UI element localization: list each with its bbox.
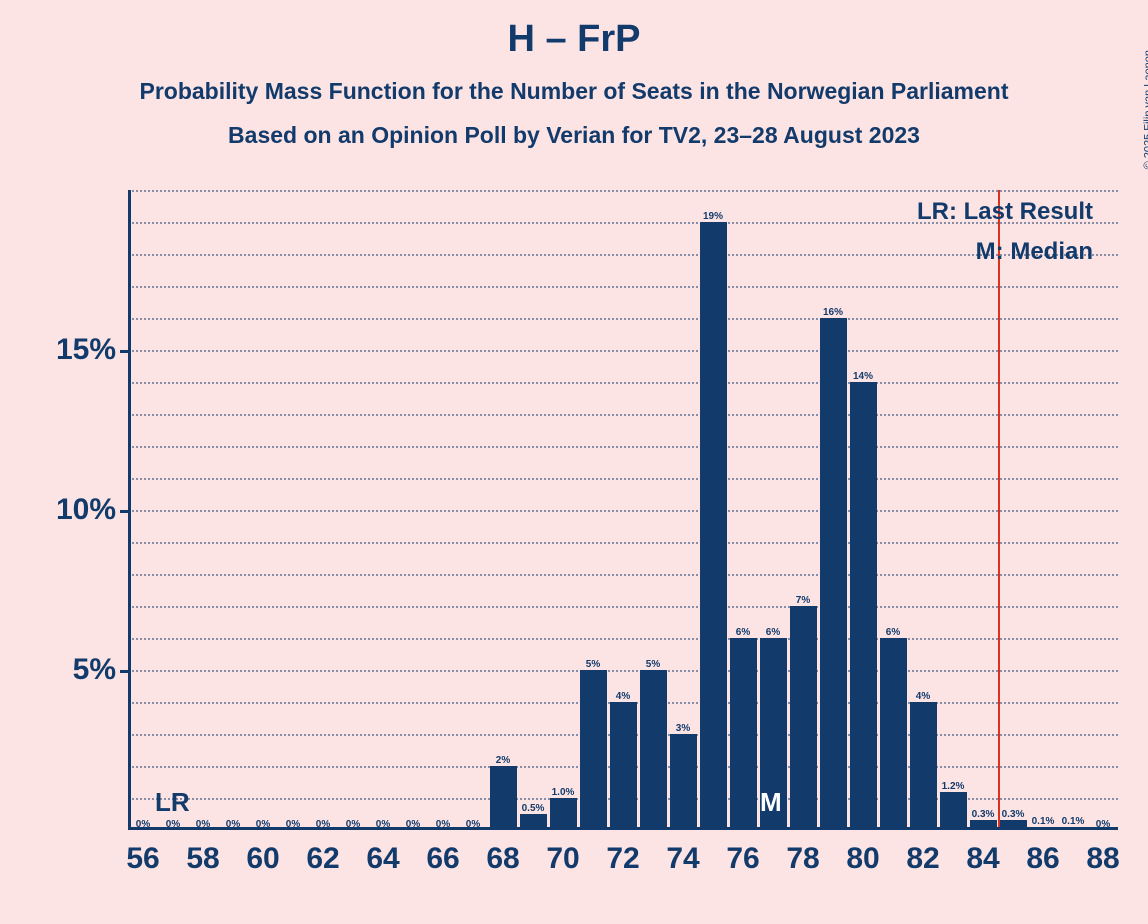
bar-value-label: 5%: [586, 659, 600, 670]
x-tick-label: 80: [846, 830, 879, 876]
bar-value-label: 14%: [853, 371, 873, 382]
bar-value-label: 6%: [766, 627, 780, 638]
bar: 7%: [790, 606, 817, 830]
median-marker: M: [760, 787, 782, 818]
bar-value-label: 1.2%: [942, 781, 965, 792]
x-tick-label: 82: [906, 830, 939, 876]
bar: 2%: [490, 766, 517, 830]
gridline: [128, 542, 1118, 544]
x-tick-label: 70: [546, 830, 579, 876]
x-tick-label: 68: [486, 830, 519, 876]
bar: 19%: [700, 222, 727, 830]
gridline: [128, 254, 1118, 256]
bar: 4%: [610, 702, 637, 830]
bar-value-label: 4%: [616, 691, 630, 702]
gridline: [128, 574, 1118, 576]
x-tick-label: 88: [1086, 830, 1119, 876]
y-tick-label: 15%: [56, 333, 128, 367]
bar-value-label: 19%: [703, 211, 723, 222]
gridline: [128, 350, 1118, 352]
bar-value-label: 16%: [823, 307, 843, 318]
x-axis: [128, 827, 1118, 830]
bar-value-label: 7%: [796, 595, 810, 606]
gridline: [128, 670, 1118, 672]
lr-marker: LR: [155, 787, 190, 818]
bar-value-label: 5%: [646, 659, 660, 670]
bar-value-label: 0.3%: [972, 809, 995, 820]
y-tick-label: 10%: [56, 493, 128, 527]
x-tick-label: 64: [366, 830, 399, 876]
x-tick-label: 78: [786, 830, 819, 876]
bar: 6%: [880, 638, 907, 830]
bar-value-label: 0.5%: [522, 803, 545, 814]
y-axis: [128, 190, 131, 830]
bar: 4%: [910, 702, 937, 830]
bar-value-label: 0.3%: [1002, 809, 1025, 820]
median-line: [998, 190, 1000, 830]
legend-lr: LR: Last Result: [917, 198, 1093, 226]
bar: 14%: [850, 382, 877, 830]
gridline: [128, 446, 1118, 448]
bar: 5%: [640, 670, 667, 830]
bar: 16%: [820, 318, 847, 830]
bar-value-label: 1.0%: [552, 787, 575, 798]
bar-value-label: 0.1%: [1062, 816, 1085, 827]
bar-value-label: 6%: [736, 627, 750, 638]
gridline: [128, 286, 1118, 288]
bar: 5%: [580, 670, 607, 830]
plot-area: 5%10%15%56586062646668707274767880828486…: [128, 190, 1118, 830]
bar-value-label: 3%: [676, 723, 690, 734]
bar-value-label: 4%: [916, 691, 930, 702]
gridline: [128, 606, 1118, 608]
gridline: [128, 510, 1118, 512]
chart-container: H – FrP Probability Mass Function for th…: [0, 0, 1148, 924]
x-tick-label: 74: [666, 830, 699, 876]
gridline: [128, 382, 1118, 384]
copyright-text: © 2025 Filip van Laenen: [1142, 50, 1148, 169]
bar-value-label: 2%: [496, 755, 510, 766]
chart-subtitle-1: Probability Mass Function for the Number…: [0, 78, 1148, 105]
bar: 6%: [730, 638, 757, 830]
x-tick-label: 58: [186, 830, 219, 876]
bar: 1.0%: [550, 798, 577, 830]
x-tick-label: 60: [246, 830, 279, 876]
chart-subtitle-2: Based on an Opinion Poll by Verian for T…: [0, 122, 1148, 149]
gridline: [128, 478, 1118, 480]
x-tick-label: 56: [126, 830, 159, 876]
x-tick-label: 62: [306, 830, 339, 876]
x-tick-label: 84: [966, 830, 999, 876]
x-tick-label: 66: [426, 830, 459, 876]
x-tick-label: 72: [606, 830, 639, 876]
gridline: [128, 414, 1118, 416]
x-tick-label: 86: [1026, 830, 1059, 876]
x-tick-label: 76: [726, 830, 759, 876]
gridline: [128, 318, 1118, 320]
bar-value-label: 0.1%: [1032, 816, 1055, 827]
bar: 1.2%: [940, 792, 967, 830]
bar: 3%: [670, 734, 697, 830]
chart-title: H – FrP: [0, 18, 1148, 61]
gridline: [128, 638, 1118, 640]
y-tick-label: 5%: [73, 653, 128, 687]
gridline: [128, 190, 1118, 192]
bar-value-label: 6%: [886, 627, 900, 638]
legend-median: M: Median: [976, 238, 1093, 266]
